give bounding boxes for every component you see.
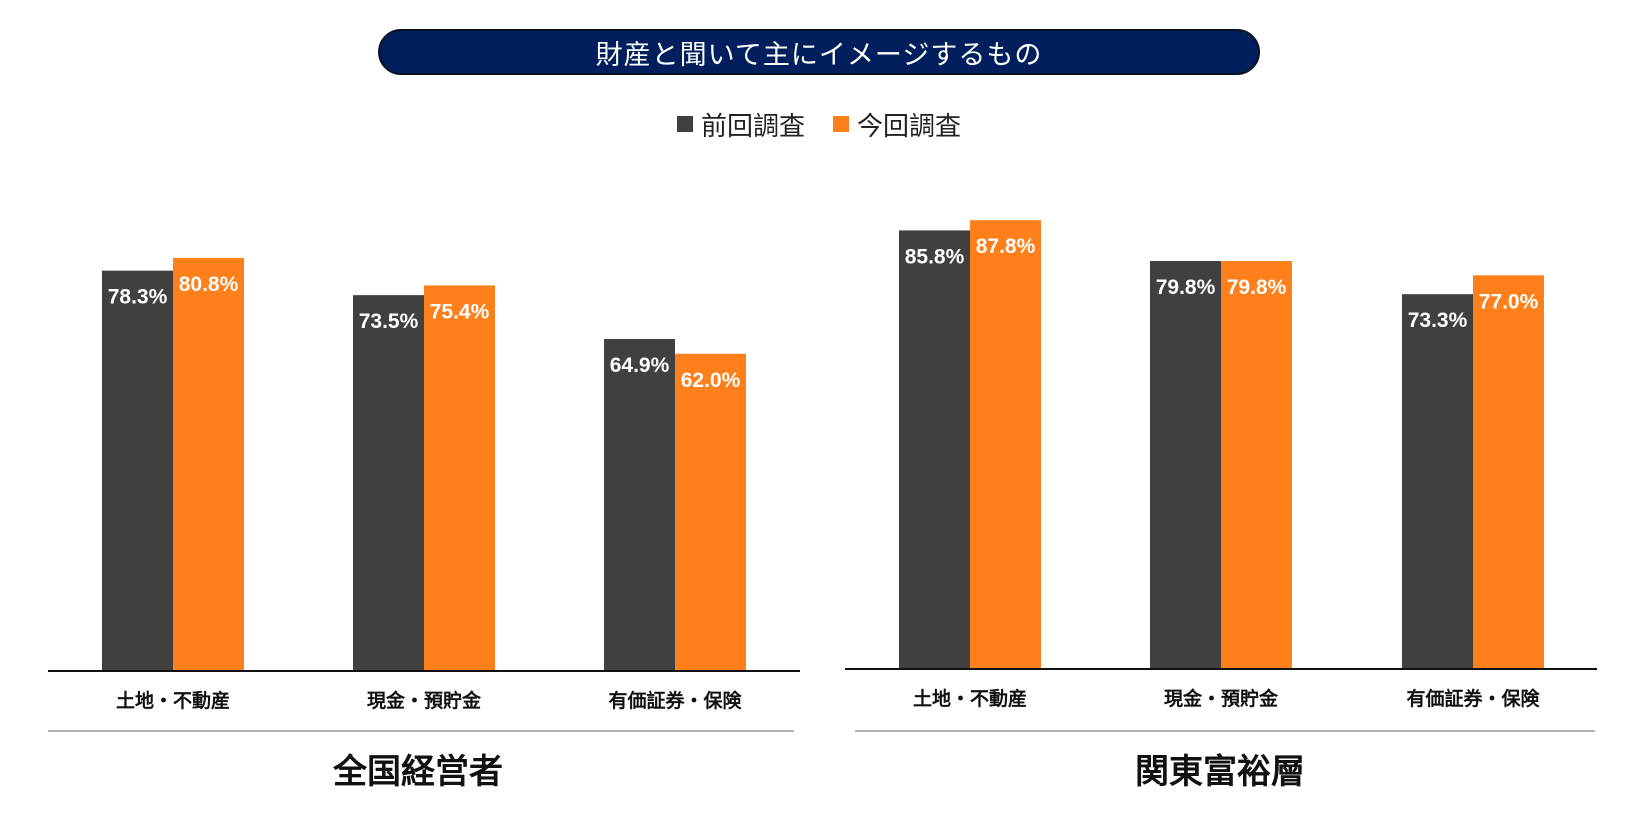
legend-item-current: 今回調査 — [833, 106, 961, 143]
legend-label-current: 今回調査 — [857, 111, 962, 142]
data-label-current-panel1-cat2: 75.4% — [430, 300, 490, 323]
category-label-panel1-cat1: 土地・不動産 — [116, 689, 230, 712]
bar-current-panel1-cat2 — [424, 285, 495, 670]
chart-title: 財産と聞いて主にイメージするもの — [378, 29, 1260, 75]
bar-previous-panel1-cat3 — [604, 339, 675, 670]
category-label-panel2-cat1: 土地・不動産 — [913, 687, 1027, 710]
bar-current-panel2-cat1 — [970, 220, 1041, 668]
data-label-current-panel1-cat3: 62.0% — [681, 369, 741, 392]
legend: 前回調査 今回調査 — [0, 104, 1638, 144]
data-label-current-panel1-cat1: 80.8% — [179, 273, 239, 296]
legend-swatch-previous — [676, 116, 693, 132]
bar-current-panel2-cat2 — [1221, 261, 1292, 668]
bar-current-panel1-cat1 — [173, 257, 244, 670]
data-label-current-panel2-cat2: 79.8% — [1227, 276, 1287, 299]
bar-current-panel2-cat3 — [1473, 275, 1544, 668]
panel-title-1: 全国経営者 — [332, 752, 503, 792]
data-label-previous-panel2-cat2: 79.8% — [1156, 276, 1216, 299]
data-label-previous-panel1-cat3: 64.9% — [610, 354, 670, 377]
legend-item-previous: 前回調査 — [676, 106, 805, 143]
bar-previous-panel2-cat2 — [1150, 261, 1221, 668]
data-label-previous-panel1-cat1: 78.3% — [108, 286, 168, 309]
bar-previous-panel2-cat3 — [1402, 294, 1473, 668]
bar-previous-panel1-cat2 — [353, 295, 424, 670]
category-label-panel1-cat3: 有価証券・保険 — [608, 689, 742, 712]
category-label-panel2-cat3: 有価証券・保険 — [1406, 687, 1540, 710]
legend-swatch-current — [833, 116, 849, 132]
bar-previous-panel1-cat1 — [102, 270, 173, 670]
category-label-panel2-cat2: 現金・預貯金 — [1164, 687, 1279, 710]
panel-title-2: 関東富裕層 — [1135, 752, 1305, 792]
legend-label-previous: 前回調査 — [700, 111, 805, 142]
data-label-previous-panel1-cat2: 73.5% — [359, 310, 419, 333]
data-label-previous-panel2-cat1: 85.8% — [905, 245, 965, 268]
data-label-current-panel2-cat1: 87.8% — [976, 235, 1036, 258]
category-label-panel1-cat2: 現金・預貯金 — [367, 689, 482, 712]
data-label-previous-panel2-cat3: 73.3% — [1408, 309, 1468, 332]
bar-previous-panel2-cat1 — [899, 230, 970, 669]
bar-current-panel1-cat3 — [675, 353, 746, 670]
data-label-current-panel2-cat3: 77.0% — [1479, 290, 1539, 313]
